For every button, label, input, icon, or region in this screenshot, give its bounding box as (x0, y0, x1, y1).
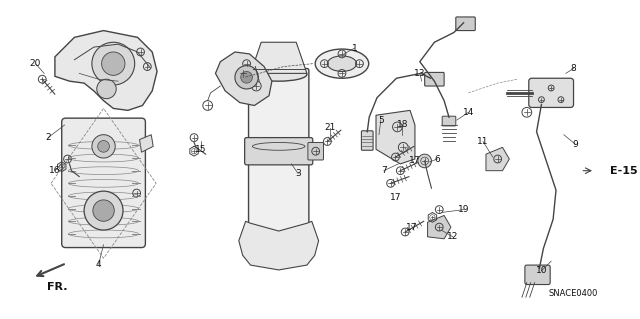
Polygon shape (239, 221, 319, 270)
Text: 13: 13 (414, 69, 426, 78)
Text: 20: 20 (29, 59, 41, 68)
FancyBboxPatch shape (362, 131, 373, 150)
Circle shape (92, 42, 134, 85)
Text: 11: 11 (477, 137, 489, 146)
Circle shape (97, 79, 116, 99)
Circle shape (235, 66, 259, 89)
FancyBboxPatch shape (308, 143, 323, 160)
Circle shape (418, 154, 431, 168)
Text: 15: 15 (195, 145, 207, 154)
Polygon shape (140, 135, 153, 152)
Text: FR.: FR. (47, 282, 67, 293)
Text: 17: 17 (390, 193, 401, 203)
Circle shape (92, 135, 115, 158)
Text: 9: 9 (573, 140, 579, 149)
FancyBboxPatch shape (456, 17, 476, 31)
Text: 4: 4 (96, 260, 102, 269)
Circle shape (102, 52, 125, 75)
FancyBboxPatch shape (442, 116, 456, 126)
Circle shape (84, 191, 123, 230)
Ellipse shape (327, 56, 356, 71)
Polygon shape (376, 110, 415, 164)
Polygon shape (216, 52, 272, 106)
Text: E-15: E-15 (609, 166, 637, 176)
Text: 12: 12 (447, 232, 459, 241)
Circle shape (98, 141, 109, 152)
Ellipse shape (250, 68, 307, 81)
Text: 2: 2 (45, 133, 51, 142)
Polygon shape (55, 31, 157, 110)
Text: SNACE0400: SNACE0400 (548, 289, 598, 298)
FancyBboxPatch shape (248, 69, 309, 252)
Text: 10: 10 (536, 266, 547, 275)
Circle shape (241, 71, 252, 83)
FancyBboxPatch shape (529, 78, 573, 108)
Text: 17: 17 (409, 156, 420, 166)
Text: 3: 3 (295, 169, 301, 178)
Polygon shape (428, 215, 451, 239)
FancyBboxPatch shape (244, 137, 313, 165)
Text: 17: 17 (406, 223, 418, 232)
Text: 18: 18 (397, 121, 408, 130)
Text: 8: 8 (571, 64, 577, 73)
Text: 5: 5 (378, 115, 384, 125)
FancyBboxPatch shape (61, 118, 145, 248)
Polygon shape (486, 147, 509, 171)
Text: 19: 19 (458, 205, 469, 214)
Text: 16: 16 (49, 166, 61, 175)
FancyBboxPatch shape (425, 72, 444, 86)
Circle shape (93, 200, 115, 221)
Text: 1: 1 (352, 44, 358, 53)
Text: 7: 7 (381, 166, 387, 175)
Text: 21: 21 (324, 123, 336, 132)
Polygon shape (250, 42, 307, 73)
Ellipse shape (315, 49, 369, 78)
Text: 6: 6 (435, 154, 440, 164)
Text: 14: 14 (463, 108, 474, 117)
FancyBboxPatch shape (525, 265, 550, 285)
